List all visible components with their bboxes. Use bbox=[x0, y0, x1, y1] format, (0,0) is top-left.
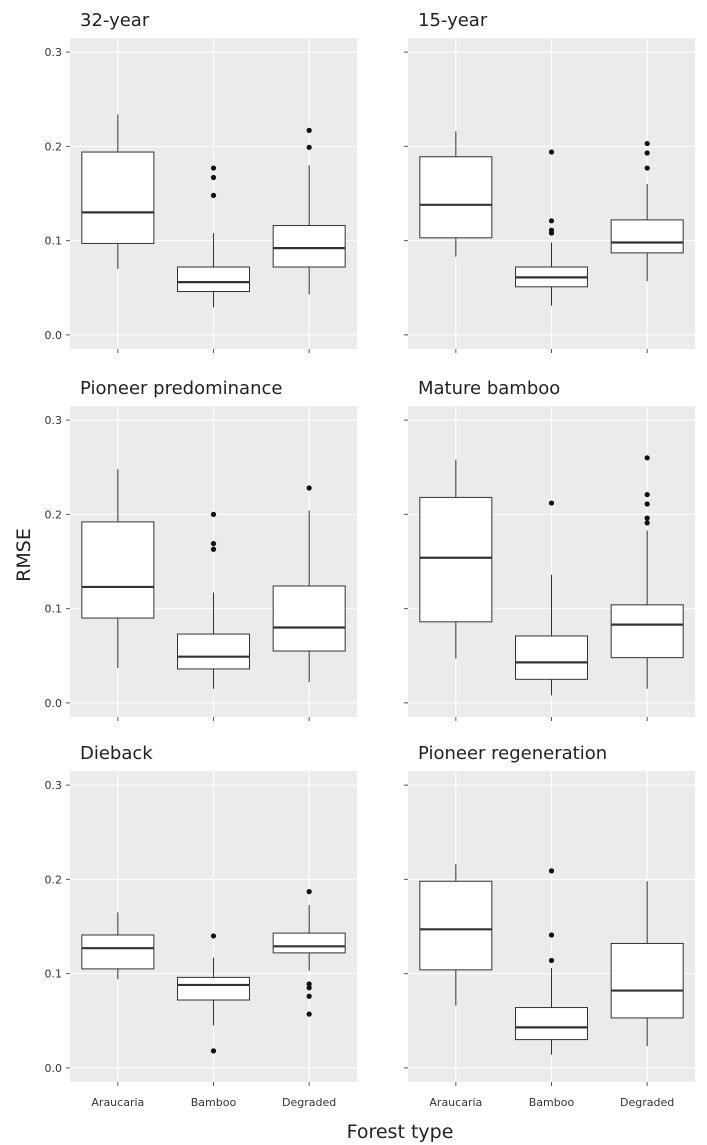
box-degraded bbox=[272, 127, 346, 295]
y-tick-label: 0.2 bbox=[45, 140, 63, 153]
box-iqr bbox=[610, 942, 684, 1019]
chart-panel-3: 0.0 0.1 0.2 0.3 Pioneer predominance bbox=[45, 378, 357, 721]
box-iqr bbox=[419, 880, 493, 971]
y-tick-label: 0.1 bbox=[45, 235, 63, 248]
box-bamboo bbox=[515, 868, 588, 1055]
box-degraded bbox=[610, 881, 684, 1047]
x-axis-title: Forest type bbox=[347, 1121, 454, 1143]
box-araucaria bbox=[419, 864, 493, 1006]
box-araucaria bbox=[419, 459, 493, 659]
y-tick-label: 0.2 bbox=[45, 508, 63, 521]
outlier-point bbox=[306, 985, 312, 991]
chart-panel-6: Araucaria Bamboo Degraded Pioneer regenerat… bbox=[404, 743, 695, 1109]
outlier-point bbox=[306, 993, 312, 999]
box-araucaria bbox=[81, 114, 155, 269]
y-tick-label: 0.0 bbox=[45, 329, 63, 342]
outlier-point bbox=[548, 218, 555, 224]
box-iqr bbox=[272, 932, 346, 954]
x-tick-label: Bamboo bbox=[529, 1096, 575, 1109]
box-iqr bbox=[177, 633, 250, 670]
y-tick-label: 0.1 bbox=[45, 603, 63, 616]
y-tick-label: 0.2 bbox=[45, 873, 63, 886]
outlier-point bbox=[306, 1011, 312, 1017]
box-bamboo bbox=[515, 500, 588, 696]
box-iqr bbox=[515, 635, 588, 680]
outlier-point bbox=[644, 150, 650, 156]
outlier-point bbox=[210, 1048, 217, 1054]
box-iqr bbox=[177, 976, 250, 1001]
x-tick-label: Degraded bbox=[620, 1096, 674, 1109]
panel-title: Mature bamboo bbox=[418, 378, 560, 399]
outlier-point bbox=[210, 546, 217, 552]
box-degraded bbox=[610, 455, 684, 689]
box-bamboo bbox=[515, 149, 588, 306]
y-tick-label: 0.0 bbox=[45, 697, 63, 710]
box-iqr bbox=[515, 1007, 588, 1041]
box-degraded bbox=[610, 140, 684, 282]
y-tick-label: 0.3 bbox=[45, 46, 63, 59]
box-degraded bbox=[272, 889, 346, 1017]
outlier-point bbox=[210, 165, 217, 171]
outlier-point bbox=[548, 957, 555, 964]
box-bamboo bbox=[177, 165, 250, 308]
box-araucaria bbox=[81, 469, 155, 668]
box-araucaria bbox=[419, 131, 493, 257]
y-tick-label: 0.3 bbox=[45, 414, 63, 427]
outlier-point bbox=[306, 127, 312, 133]
outlier-point bbox=[644, 140, 650, 147]
outlier-point bbox=[548, 149, 555, 155]
box-degraded bbox=[272, 485, 346, 683]
outlier-point bbox=[210, 933, 217, 939]
chart-panel-4: Mature bamboo bbox=[404, 378, 695, 721]
chart-panel-5: 0.0 0.1 0.2 0.3 Araucaria Bamboo Degraded Dieba… bbox=[45, 743, 357, 1109]
box-iqr bbox=[272, 225, 346, 268]
y-tick-label: 0.1 bbox=[45, 968, 63, 981]
outlier-point bbox=[210, 192, 217, 198]
outlier-point bbox=[306, 981, 312, 987]
chart-panel-1: 0.0 0.1 0.2 0.3 32-year bbox=[45, 10, 357, 353]
outlier-point bbox=[548, 932, 555, 938]
box-araucaria bbox=[81, 912, 155, 980]
outlier-point bbox=[644, 165, 650, 171]
panel-title: Dieback bbox=[80, 743, 153, 764]
x-tick-label: Bamboo bbox=[191, 1096, 237, 1109]
outlier-point bbox=[644, 520, 650, 526]
box-bamboo bbox=[177, 933, 250, 1054]
box-iqr bbox=[610, 604, 684, 659]
box-bamboo bbox=[177, 511, 250, 689]
panel-title: 32-year bbox=[80, 10, 150, 31]
x-tick-label: Degraded bbox=[282, 1096, 336, 1109]
outlier-point bbox=[644, 491, 650, 498]
outlier-point bbox=[548, 500, 555, 506]
chart-panel-2: 15-year bbox=[404, 10, 695, 353]
x-tick-label: Araucaria bbox=[91, 1096, 144, 1109]
box-iqr bbox=[81, 151, 155, 244]
outlier-point bbox=[644, 515, 650, 521]
y-tick-label: 0.0 bbox=[45, 1062, 63, 1075]
outlier-point bbox=[644, 501, 650, 507]
outlier-point bbox=[548, 227, 555, 233]
box-iqr bbox=[272, 585, 346, 652]
x-tick-label: Araucaria bbox=[429, 1096, 482, 1109]
box-iqr bbox=[177, 266, 250, 293]
outlier-point bbox=[306, 144, 312, 150]
y-tick-label: 0.3 bbox=[45, 779, 63, 792]
panel-title: Pioneer regeneration bbox=[418, 743, 607, 764]
panel-title: Pioneer predominance bbox=[80, 378, 282, 399]
y-axis-title: RMSE bbox=[13, 528, 35, 582]
outlier-point bbox=[210, 540, 217, 547]
box-iqr bbox=[610, 219, 684, 254]
box-iqr bbox=[81, 934, 155, 970]
box-iqr bbox=[419, 156, 493, 239]
outlier-point bbox=[548, 868, 555, 874]
panel-title: 15-year bbox=[418, 10, 488, 31]
outlier-point bbox=[306, 485, 312, 491]
outlier-point bbox=[306, 889, 312, 895]
outlier-point bbox=[210, 511, 217, 517]
outlier-point bbox=[210, 174, 217, 181]
box-iqr bbox=[81, 521, 155, 619]
outlier-point bbox=[644, 455, 650, 461]
box-iqr bbox=[419, 496, 493, 623]
